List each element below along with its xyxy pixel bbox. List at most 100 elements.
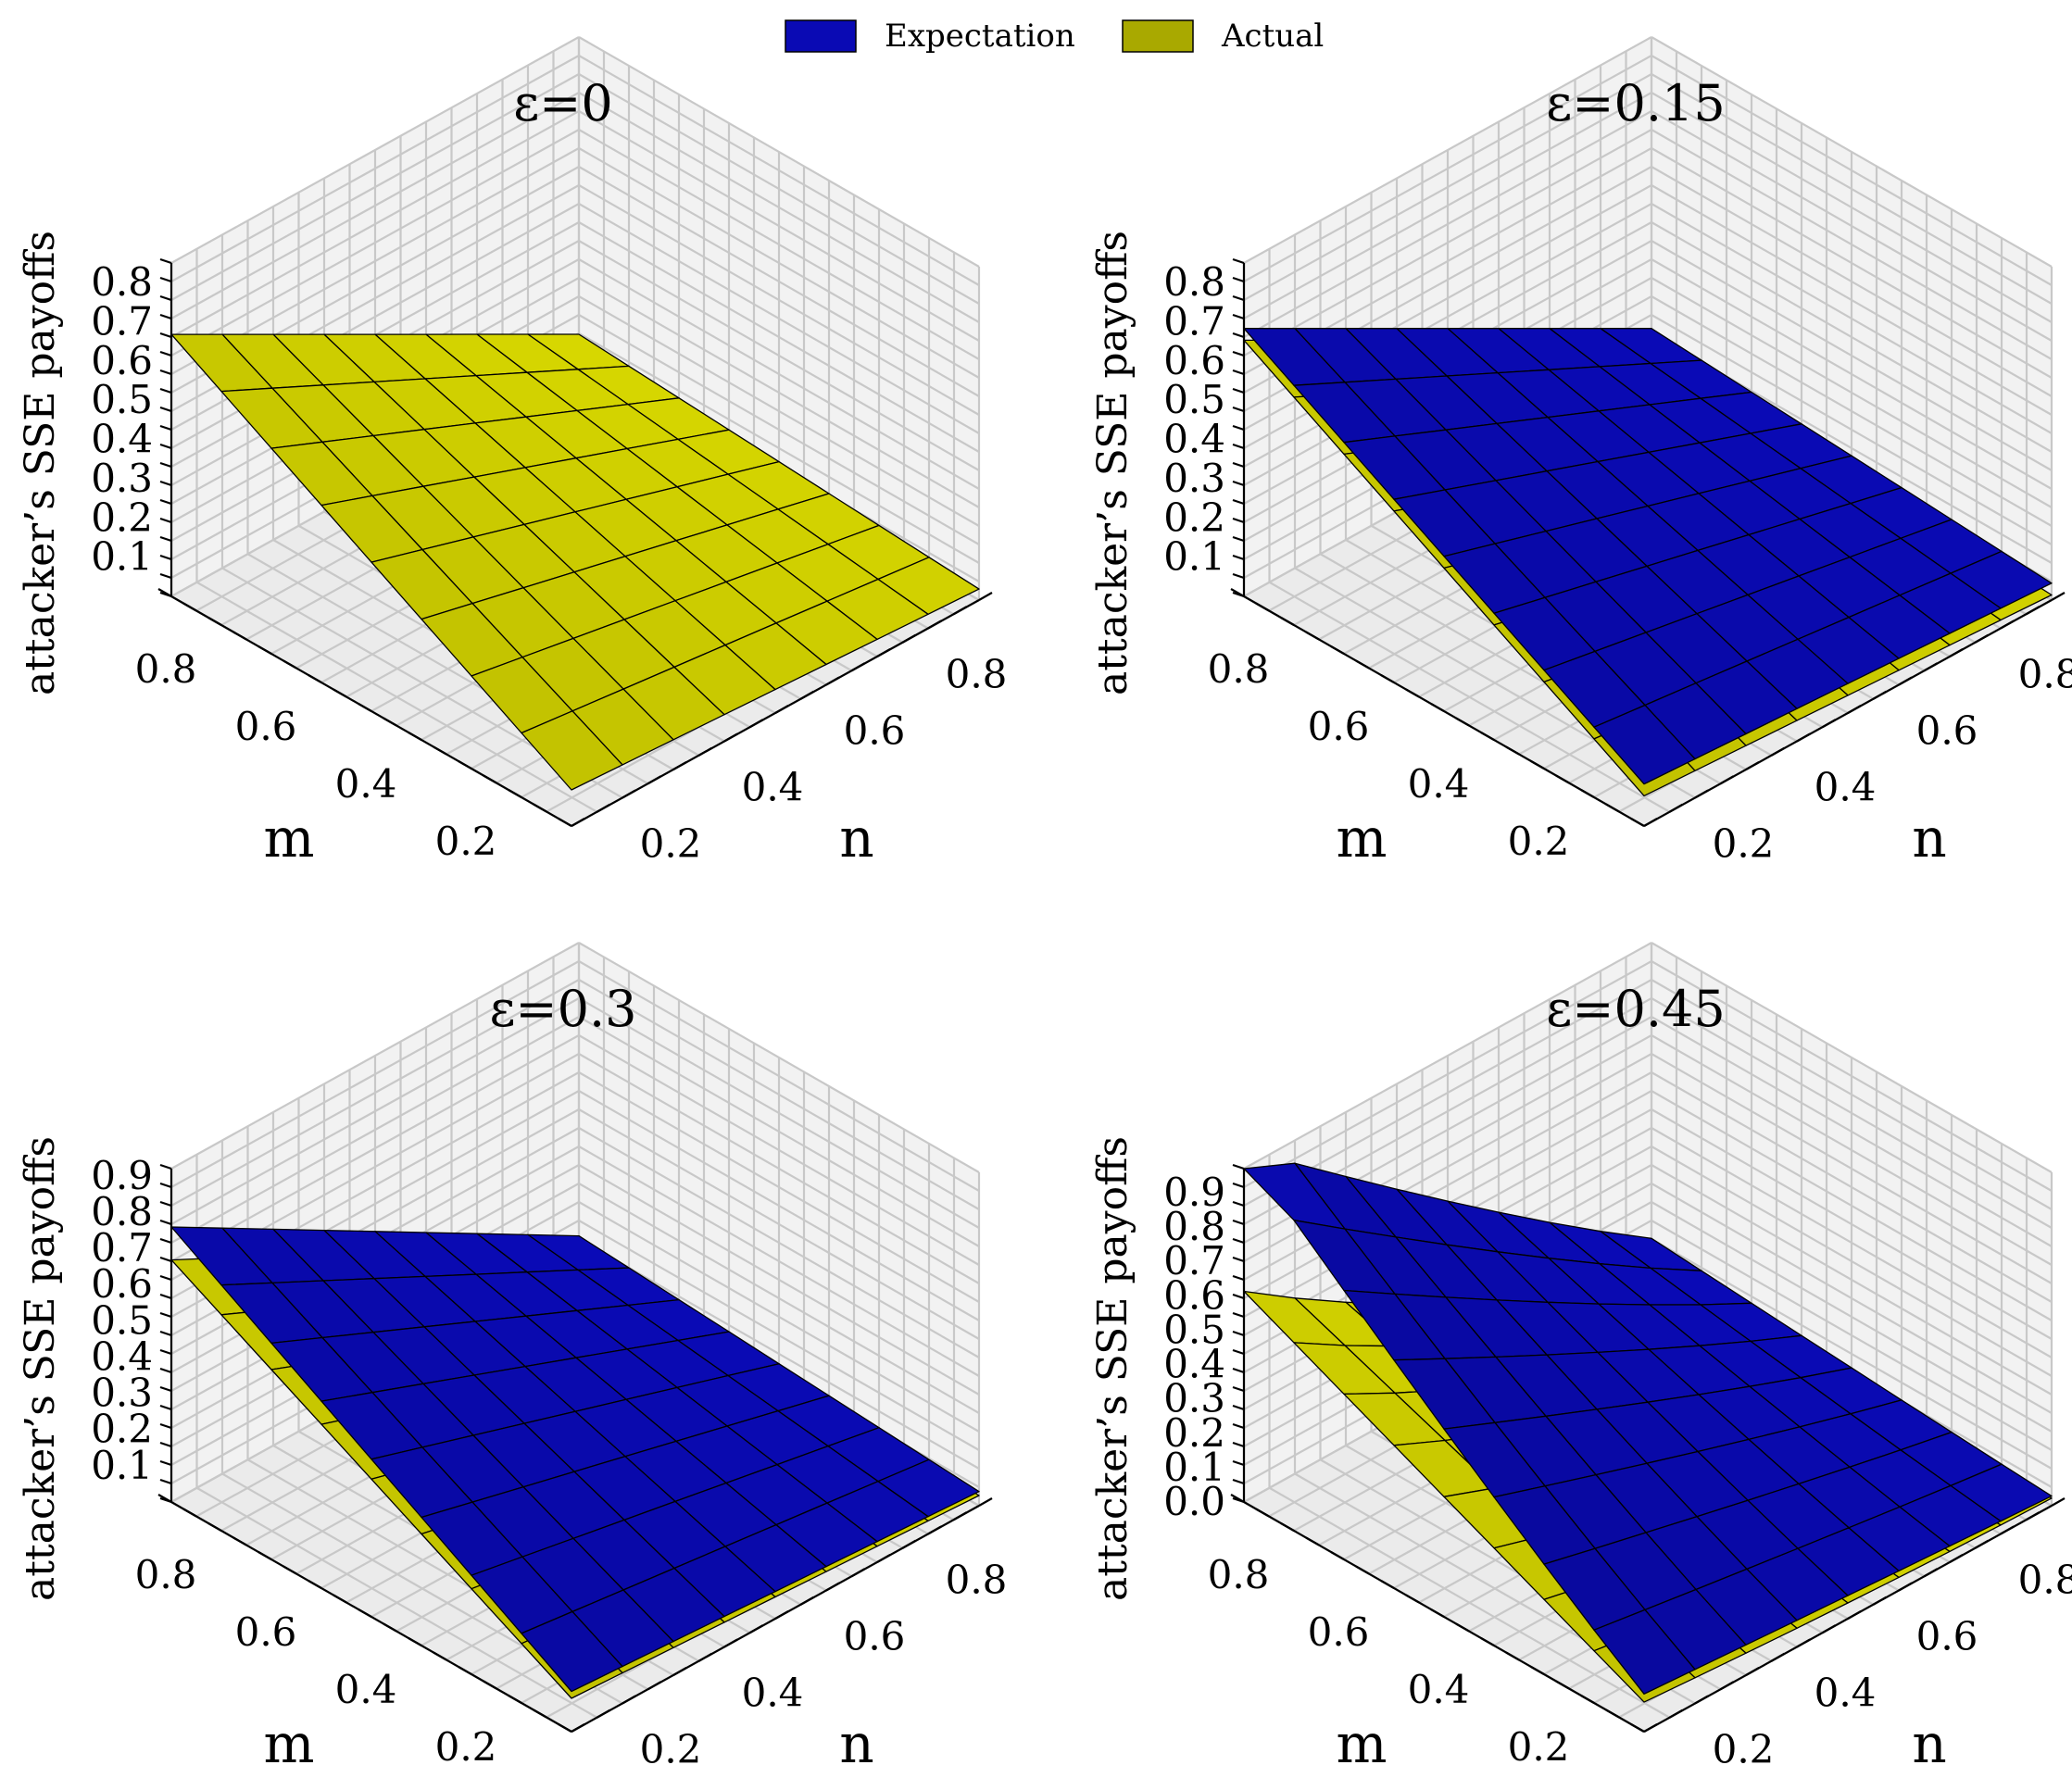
z-tick [159, 517, 172, 524]
z-tick [159, 1274, 172, 1282]
n-tick [748, 1624, 764, 1634]
n-tick [825, 1582, 840, 1592]
n-tick [799, 1596, 815, 1606]
m-tick [1555, 1680, 1570, 1690]
z-tick [1232, 461, 1245, 469]
grid-line [578, 1090, 980, 1321]
m-tick-label: 0.2 [435, 1724, 497, 1770]
n-tick [1668, 803, 1684, 813]
n-tick [1719, 775, 1735, 785]
m-tick [333, 688, 347, 698]
n-tick [2051, 592, 2066, 601]
n-tick-label: 0.8 [2018, 1558, 2072, 1603]
legend-swatch-expectation [785, 19, 857, 53]
m-tick-label: 0.8 [135, 646, 197, 692]
z-tick [159, 294, 172, 302]
grid-line [170, 960, 580, 1188]
grid-line [1651, 1201, 2053, 1433]
grid-line [1651, 1016, 2053, 1247]
z-tick [159, 443, 172, 450]
grid-line [170, 55, 580, 282]
z-tick-label: 0.7 [1163, 1238, 1225, 1283]
n-tick [1694, 789, 1709, 799]
n-tick [1923, 662, 1939, 672]
grid-line [1651, 110, 2053, 342]
m-tick [358, 1608, 372, 1618]
z-tick [159, 1163, 172, 1170]
grid-line [170, 73, 580, 301]
m-tick [1430, 1608, 1445, 1618]
n-tick [1796, 1638, 1811, 1648]
n-tick-label: 0.6 [1916, 1614, 1978, 1659]
m-tick [1605, 1709, 1620, 1719]
z-tick [1232, 1256, 1245, 1263]
m-tick [433, 745, 447, 756]
grid-line [578, 960, 980, 1192]
grid-line [578, 295, 980, 527]
m-tick [483, 1680, 497, 1690]
grid-line [170, 36, 580, 264]
n-tick [1770, 746, 1786, 757]
z-tick [159, 554, 172, 561]
grid-line [578, 1127, 980, 1358]
grid-line [578, 1034, 980, 1266]
z-tick [159, 332, 172, 339]
z-tick [1232, 1219, 1245, 1226]
z-tick-label: 0.8 [1163, 1204, 1225, 1249]
n-tick [723, 1638, 738, 1648]
grid-line [1651, 36, 2053, 268]
z-tick [159, 498, 172, 506]
grid-line [1651, 277, 2053, 508]
z-tick-label: 0.6 [1163, 1272, 1225, 1318]
z-tick-label: 0.5 [1163, 377, 1225, 422]
m-tick [1430, 703, 1445, 712]
z-tick [1232, 257, 1245, 265]
grid-line [1651, 979, 2053, 1210]
m-tick [1305, 1536, 1320, 1546]
surface-patch-expectation [521, 1610, 623, 1693]
axes [1230, 257, 2066, 827]
z-tick [1232, 480, 1245, 487]
grid-line [578, 36, 980, 268]
n-tick [1974, 1539, 1990, 1549]
z-tick [1232, 1496, 1245, 1504]
z-tick-label: 0.6 [1163, 338, 1225, 383]
z-tick [1232, 535, 1245, 543]
m-tick [182, 1508, 197, 1518]
grid-line [1651, 1238, 2053, 1470]
n-tick [571, 818, 585, 827]
n-tick [1821, 719, 1837, 729]
m-tick [257, 1551, 272, 1560]
grid-line [578, 203, 980, 434]
m-tick [358, 703, 372, 712]
n-tick [647, 1681, 662, 1691]
m-tick [182, 602, 197, 612]
z-tick [159, 350, 172, 357]
m-tick [1355, 1565, 1370, 1575]
n-tick [748, 719, 764, 729]
m-tick [1530, 1666, 1545, 1675]
grid-line [1243, 942, 1652, 1170]
m-tick-label: 0.2 [1508, 1724, 1570, 1770]
grid-line [578, 1238, 980, 1470]
m-tick [232, 1536, 247, 1546]
m-axis-label: m [264, 1712, 315, 1775]
grid-line [1243, 92, 1652, 319]
m-tick [283, 1565, 297, 1575]
n-tick [850, 662, 866, 672]
z-tick [1232, 1441, 1245, 1448]
grid-line [170, 110, 580, 338]
n-tick [952, 606, 968, 616]
n-tick-label: 0.4 [1815, 1671, 1877, 1716]
n-tick [2000, 620, 2015, 630]
z-axis-label: attacker’s SSE payoffs [1089, 231, 1136, 695]
n-axis-label: n [839, 1712, 873, 1775]
z-tick [159, 1330, 172, 1337]
grid-line [578, 92, 980, 323]
grid-line [578, 1145, 980, 1377]
subplot-title: ε=0 [513, 74, 613, 132]
n-tick [672, 761, 687, 770]
z-tick [159, 1256, 172, 1263]
n-tick [1719, 1681, 1735, 1691]
m-tick [508, 1695, 522, 1704]
